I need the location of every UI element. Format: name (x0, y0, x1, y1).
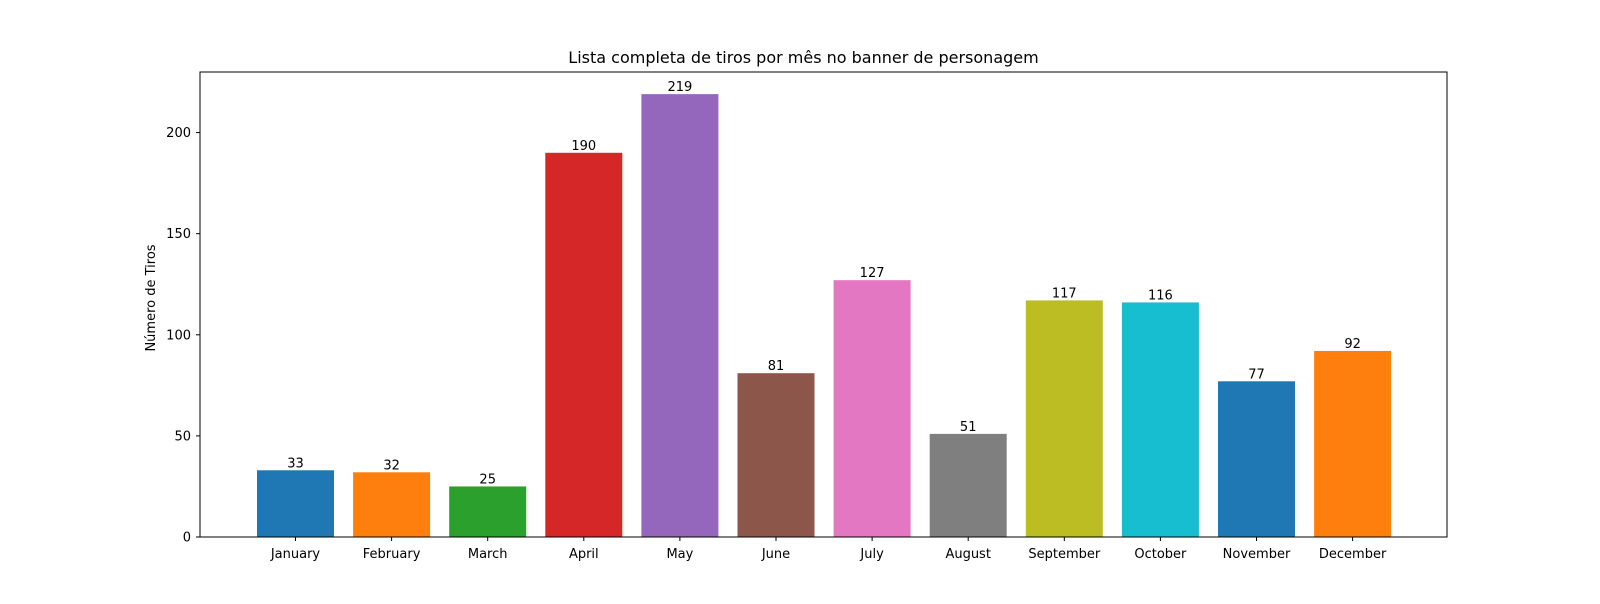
x-tick-label: May (666, 547, 693, 562)
y-tick-label: 50 (174, 429, 191, 444)
x-tick-label: November (1223, 547, 1291, 562)
x-tick-label: March (468, 547, 508, 562)
chart-title: Lista completa de tiros por mês no banne… (568, 48, 1038, 67)
plot-area-frame (199, 71, 1448, 538)
bar-september (1025, 300, 1103, 537)
bar-november (1218, 381, 1295, 537)
y-axis: 0 50 100 150 200 (166, 126, 200, 546)
x-tick-label: December (1319, 547, 1387, 562)
x-tick-label: January (270, 547, 321, 562)
bar-december (1314, 350, 1392, 537)
y-tick-label: 150 (166, 227, 191, 242)
bar-july (833, 280, 911, 537)
data-label-february: 32 (383, 458, 400, 473)
bar-january (257, 470, 334, 537)
bar-august (929, 433, 1007, 537)
x-tick-label: August (945, 547, 991, 562)
data-label-september: 117 (1052, 286, 1077, 301)
x-tick-label: July (859, 547, 884, 562)
data-label-may: 219 (667, 80, 692, 95)
y-tick-label: 200 (166, 126, 191, 141)
data-label-june: 81 (768, 359, 785, 374)
data-label-october: 116 (1148, 288, 1173, 303)
data-label-april: 190 (571, 139, 596, 154)
y-tick-label: 0 (183, 531, 191, 546)
data-label-august: 51 (960, 420, 977, 435)
data-labels-layer: 33 32 25 190 219 81 127 51 117 116 77 92 (287, 80, 1361, 487)
x-tick-label: October (1134, 547, 1187, 562)
bar-april (545, 152, 623, 538)
bar-may (641, 94, 719, 537)
data-label-december: 92 (1344, 337, 1361, 352)
x-axis: January February March April May June July Augu… (270, 537, 1387, 562)
data-label-july: 127 (860, 266, 885, 281)
x-tick-label: April (569, 547, 599, 562)
x-tick-label: June (761, 547, 790, 562)
y-axis-label: Número de Tiros (144, 244, 159, 351)
x-tick-label: September (1028, 547, 1101, 562)
bar-june (737, 373, 815, 537)
bar-march (449, 486, 527, 537)
bar-october (1121, 302, 1199, 537)
bar-february (353, 472, 431, 537)
x-tick-label: February (363, 547, 421, 562)
y-tick-label: 100 (166, 328, 191, 343)
bars-layer (257, 94, 1392, 538)
data-label-march: 25 (479, 472, 496, 487)
data-label-january: 33 (287, 456, 304, 471)
data-label-november: 77 (1248, 367, 1265, 382)
